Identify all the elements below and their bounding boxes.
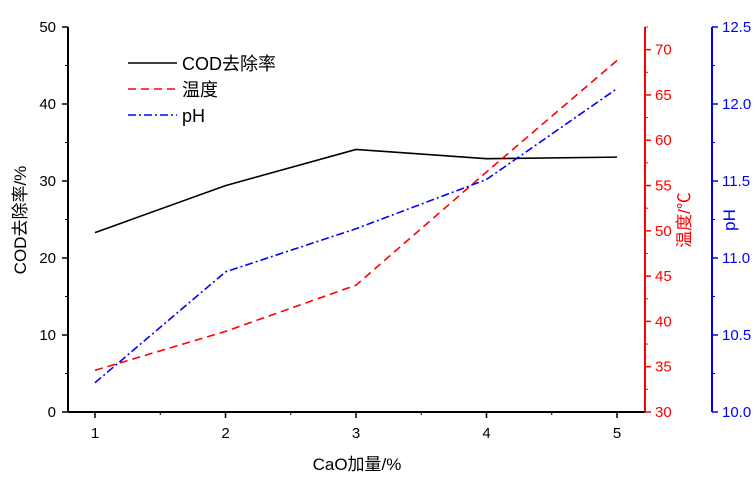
x-tick-label: 3	[352, 425, 360, 442]
temp-axis-label: 温度/℃	[675, 192, 694, 248]
temp-tick-label: 50	[655, 223, 672, 240]
ph-tick-label: 12.5	[722, 19, 751, 36]
legend-label-cod: COD去除率	[182, 54, 276, 74]
series-line-ph	[94, 87, 618, 384]
x-tick-label: 2	[221, 425, 229, 442]
temp-tick-label: 40	[655, 313, 672, 330]
ph-axis-label: pH	[720, 209, 739, 231]
cod-tick-label: 10	[39, 327, 56, 344]
ph-tick-label: 10.0	[722, 404, 751, 421]
cod-tick-label: 40	[39, 96, 56, 113]
temp-tick-label: 55	[655, 178, 672, 195]
temp-tick-label: 45	[655, 268, 672, 285]
ph-tick-label: 12.0	[722, 96, 751, 113]
cod-tick-label: 30	[39, 173, 56, 190]
cod-tick-label: 20	[39, 250, 56, 267]
legend-label-ph: pH	[182, 106, 205, 126]
ph-tick-label: 11.0	[722, 250, 750, 267]
temp-tick-label: 65	[655, 87, 672, 104]
x-axis-label: CaO加量/%	[313, 455, 402, 474]
temp-tick-label: 70	[655, 42, 672, 59]
ph-tick-label: 11.5	[722, 173, 750, 190]
series-line-temp	[94, 59, 618, 372]
cod-axis-label: COD去除率/%	[11, 166, 30, 275]
cod-tick-label: 0	[48, 404, 56, 421]
temp-tick-label: 35	[655, 359, 672, 376]
x-tick-label: 4	[482, 425, 490, 442]
temp-tick-label: 60	[655, 132, 672, 149]
temp-tick-label: 30	[655, 404, 672, 421]
legend-label-temp: 温度	[182, 80, 218, 100]
x-tick-label: 1	[91, 425, 99, 442]
ph-tick-label: 10.5	[722, 327, 751, 344]
series-line-cod	[94, 148, 618, 234]
cod-tick-label: 50	[39, 19, 56, 36]
x-tick-label: 5	[613, 425, 621, 442]
